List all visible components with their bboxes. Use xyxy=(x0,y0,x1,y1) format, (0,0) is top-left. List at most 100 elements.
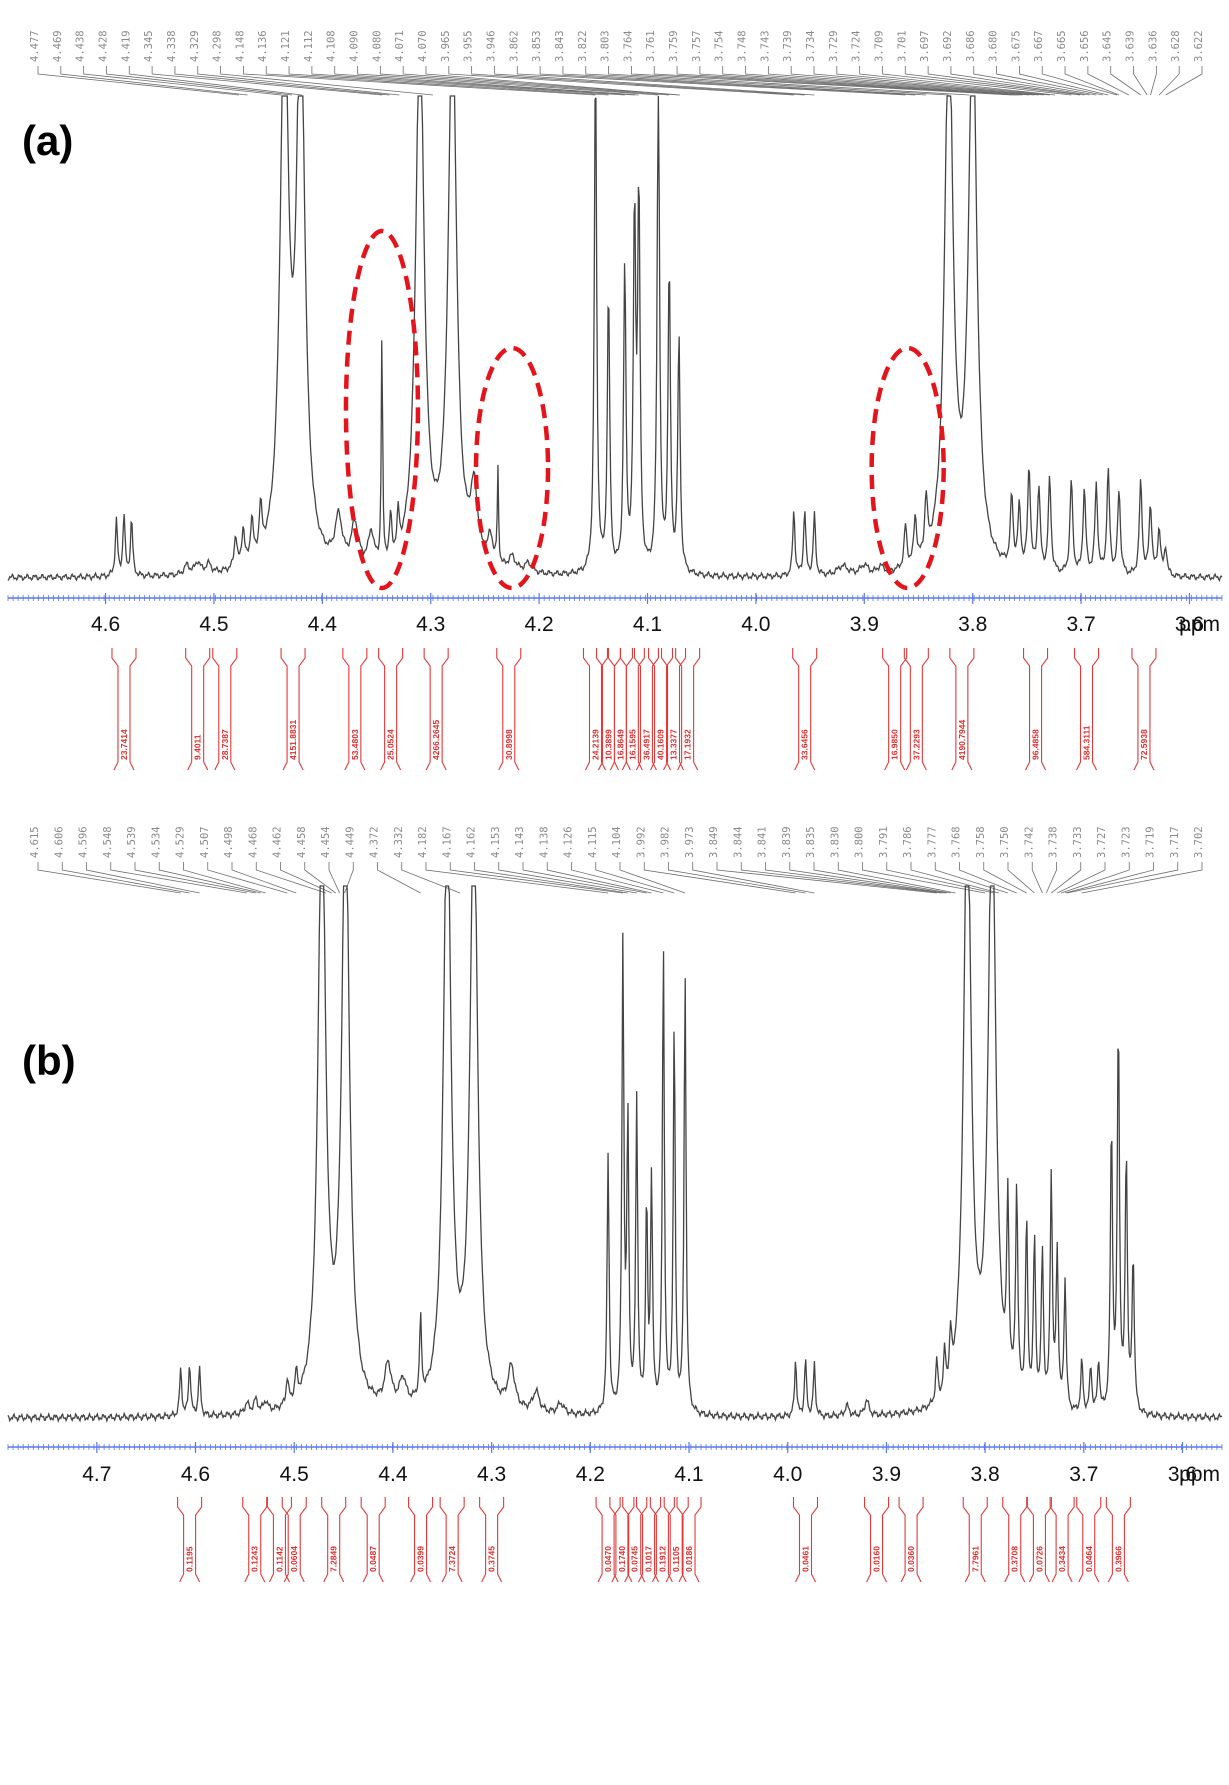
peak-leader-line xyxy=(1045,862,1057,894)
peak-leader-line xyxy=(86,862,200,894)
peak-label: 4.182 xyxy=(417,826,429,858)
integral-bracket xyxy=(898,1497,924,1583)
peak-leader-line xyxy=(1051,862,1082,894)
peak-leader-line xyxy=(174,66,390,96)
integral-bracket xyxy=(423,648,449,771)
integral-bracket xyxy=(649,1497,675,1583)
axis-tick-label: 4.3 xyxy=(416,613,445,636)
integral-value: 0.3434 xyxy=(1057,1546,1067,1572)
peak-leader-line xyxy=(813,66,1045,96)
axis-tick-label: 4.6 xyxy=(181,1463,210,1486)
peak-label: 4.080 xyxy=(371,30,383,62)
integral-marker: 25.0524 xyxy=(378,648,404,771)
peak-label: 3.844 xyxy=(732,826,744,858)
peak-leader-line xyxy=(837,862,956,894)
peak-label: 3.742 xyxy=(1023,826,1035,858)
peak-label: 4.153 xyxy=(490,826,502,858)
integral-marker: 53.4803 xyxy=(342,648,368,771)
peak-leader-line xyxy=(1165,66,1203,96)
axis-tick-label: 4.4 xyxy=(378,1463,408,1486)
integral-value: 7.3724 xyxy=(447,1546,457,1572)
peak-label: 4.332 xyxy=(393,826,405,858)
integral-value: 0.1017 xyxy=(644,1546,654,1572)
integral-marker: 0.3708 xyxy=(1002,1497,1028,1583)
integral-value: 0.0186 xyxy=(684,1546,694,1572)
integral-value: 0.3708 xyxy=(1010,1546,1020,1572)
peak-label: 4.498 xyxy=(223,826,235,858)
peak-leader-line xyxy=(522,862,647,894)
peak-label: 3.803 xyxy=(600,30,612,62)
peak-label: 3.738 xyxy=(1048,826,1060,858)
peak-leader-line xyxy=(1158,66,1180,96)
integral-marker: 0.0360 xyxy=(898,1497,924,1583)
integral-marker: 0.3745 xyxy=(479,1497,505,1583)
peak-leader-line xyxy=(571,862,664,894)
peak-leader-line xyxy=(1081,862,1203,894)
integral-bracket xyxy=(479,1497,505,1583)
integral-marker: 0.0461 xyxy=(792,1497,819,1583)
peak-label: 3.680 xyxy=(988,30,1000,62)
integral-bracket xyxy=(903,648,929,771)
integral-value: 96.4858 xyxy=(1031,729,1041,760)
peak-leader-line xyxy=(1066,862,1179,894)
integral-value: 0.0726 xyxy=(1034,1546,1044,1572)
integral-bracket xyxy=(439,1497,465,1583)
peak-label: 3.839 xyxy=(781,826,793,858)
peak-leader-line xyxy=(357,66,659,96)
integral-value: 16.9850 xyxy=(890,729,900,760)
integral-bracket xyxy=(281,1497,307,1583)
peak-leader-line xyxy=(448,66,794,96)
peak-label: 3.743 xyxy=(759,30,771,62)
peak-leader-line xyxy=(402,66,680,96)
integral-marker: 0.0745 xyxy=(622,1497,648,1583)
peak-leader-line xyxy=(425,862,609,894)
integral-bracket xyxy=(378,648,404,771)
highlight-group-a xyxy=(343,228,946,591)
integral-bracket xyxy=(360,1497,386,1583)
peak-leader-line xyxy=(265,66,609,96)
peak-leader-line xyxy=(37,862,181,894)
peak-label-group-a: 4.477 4.469 4.438 4.428 4.419 4.345 4.338 4.329… xyxy=(29,30,1205,96)
integral-group-a: 23.7414 9.4011 28.7387 4151.8831 53.4803 25.0… xyxy=(111,648,1157,771)
peak-label: 3.764 xyxy=(622,30,634,62)
integral-marker: 0.0160 xyxy=(864,1497,890,1583)
peak-label: 4.104 xyxy=(611,826,623,858)
peak-label: 4.477 xyxy=(29,30,41,62)
peak-leader-line xyxy=(334,66,639,96)
peak-leader-line xyxy=(983,862,1027,894)
peak-leader-line xyxy=(401,862,461,894)
peak-leader-line xyxy=(934,862,1008,894)
integral-value: 24.2139 xyxy=(590,729,600,760)
peak-leader-line xyxy=(304,862,336,894)
peak-leader-line xyxy=(288,66,625,96)
peak-leader-line xyxy=(740,862,942,894)
integral-bracket xyxy=(949,648,975,771)
integral-value: 10.3899 xyxy=(603,729,613,760)
axis-tick-label: 4.1 xyxy=(674,1463,703,1486)
peak-leader-line xyxy=(716,862,937,894)
integral-marker: 30.8998 xyxy=(496,648,522,771)
peak-leader-line xyxy=(494,66,815,96)
spectrum-panel-a: 4.477 4.469 4.438 4.428 4.419 4.345 4.338 4.329… xyxy=(7,30,1223,771)
peak-label: 3.727 xyxy=(1096,826,1108,858)
peak-leader-line xyxy=(653,66,1016,96)
peak-leader-line xyxy=(471,66,805,96)
peak-leader-line xyxy=(1150,66,1157,96)
peak-label: 4.548 xyxy=(102,826,114,858)
integral-value: 0.0399 xyxy=(416,1546,426,1572)
peak-label: 3.636 xyxy=(1147,30,1159,62)
integral-bracket xyxy=(1105,1497,1131,1583)
peak-label: 4.148 xyxy=(234,30,246,62)
peak-label: 3.758 xyxy=(975,826,987,858)
peak-label: 3.777 xyxy=(926,826,938,858)
integral-marker: 0.1243 xyxy=(242,1497,268,1583)
peak-label: 4.438 xyxy=(75,30,87,62)
peak-label: 3.822 xyxy=(577,30,589,62)
integral-value: 0.3745 xyxy=(487,1546,497,1572)
peak-leader-line xyxy=(789,862,947,894)
peak-leader-line xyxy=(996,66,1103,96)
peak-label: 3.853 xyxy=(531,30,543,62)
peak-label: 4.143 xyxy=(514,826,526,858)
